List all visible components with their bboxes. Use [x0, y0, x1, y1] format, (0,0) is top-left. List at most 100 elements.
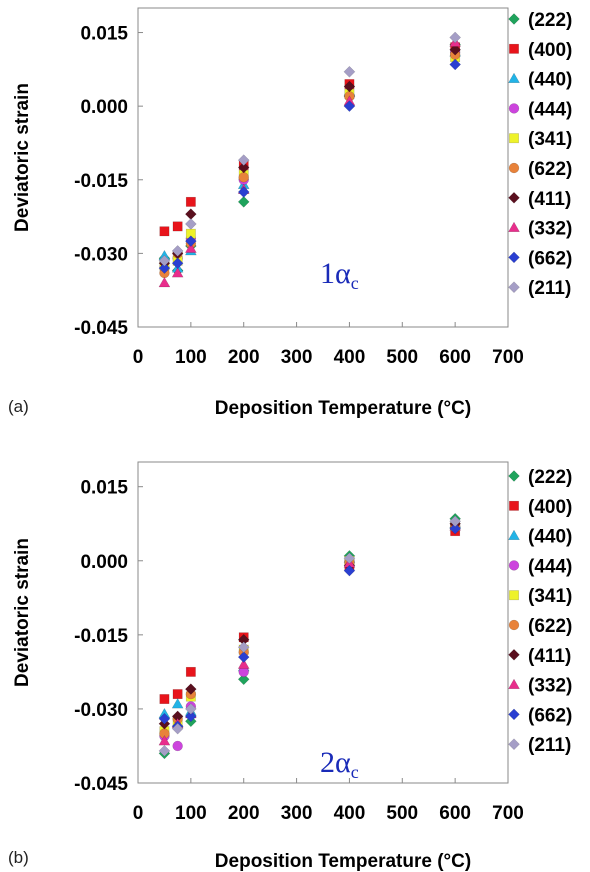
data-point: [172, 689, 183, 700]
x-axis-title: Deposition Temperature (°C): [215, 398, 471, 419]
legend-marker: [508, 470, 520, 482]
legend-marker: [509, 133, 519, 144]
x-tick-label: 400: [334, 347, 366, 368]
data-point: [172, 740, 183, 752]
data-point: [237, 658, 250, 669]
y-tick-label: -0.045: [74, 318, 128, 339]
legend-label: (440): [528, 70, 572, 91]
legend-label: (332): [528, 219, 572, 240]
annotation-label: 1αc: [320, 257, 359, 293]
y-tick-label: -0.015: [74, 171, 128, 192]
data-point: [185, 235, 197, 247]
data-point: [171, 267, 184, 278]
data-point: [158, 262, 171, 274]
data-point: [171, 722, 184, 735]
legend-label: (211): [528, 735, 571, 756]
data-point: [237, 154, 250, 166]
data-point: [158, 745, 171, 757]
data-point: [343, 564, 356, 577]
legend-label: (662): [528, 705, 572, 726]
data-point: [343, 552, 356, 565]
x-tick-label: 0: [133, 803, 144, 824]
legend-marker: [508, 162, 520, 174]
legend-marker: [508, 281, 520, 294]
legend-label: (222): [528, 467, 572, 488]
y-tick-label: 0.015: [80, 478, 128, 499]
data-point: [343, 80, 356, 93]
legend-marker: [508, 103, 520, 114]
x-tick-label: 700: [492, 803, 524, 824]
legend-marker: [508, 13, 520, 25]
legend-label: (341): [528, 586, 572, 607]
y-tick-label: -0.015: [74, 626, 128, 647]
legend-marker: [508, 529, 520, 540]
data-point: [237, 673, 250, 686]
data-point: [158, 735, 171, 746]
data-point: [237, 641, 250, 654]
x-tick-label: 200: [228, 803, 260, 824]
data-point: [158, 254, 171, 267]
data-point: [171, 257, 184, 270]
data-point: [238, 172, 249, 183]
legend-label: (622): [528, 159, 572, 180]
data-point: [185, 703, 197, 715]
legend-label: (332): [528, 676, 572, 697]
data-point: [172, 221, 183, 232]
data-point: [343, 65, 356, 78]
legend-label: (622): [528, 616, 572, 637]
x-tick-label: 600: [439, 347, 471, 368]
x-tick-label: 100: [175, 803, 207, 824]
legend-label: (444): [528, 556, 572, 577]
data-point: [185, 710, 197, 723]
data-point: [185, 218, 197, 230]
legend-marker: [508, 560, 520, 571]
data-point: [184, 242, 197, 253]
plot-frame: [137, 7, 509, 328]
legend-marker: [509, 590, 519, 601]
data-point: [159, 694, 170, 704]
legend-marker: [508, 678, 520, 689]
y-axis-title: Deviatoric strain: [12, 538, 33, 687]
legend-marker: [509, 500, 519, 511]
x-tick-label: 300: [281, 347, 313, 368]
plot-frame: [137, 461, 509, 784]
x-tick-label: 300: [281, 803, 313, 824]
data-point: [449, 58, 461, 71]
data-point: [237, 186, 250, 198]
legend-label: (662): [528, 248, 572, 269]
legend-label: (341): [528, 129, 572, 150]
legend-marker: [508, 708, 520, 721]
y-tick-label: -0.045: [74, 774, 128, 795]
data-point: [449, 31, 461, 44]
data-point: [185, 666, 196, 677]
data-point: [158, 276, 171, 288]
x-tick-label: 600: [439, 803, 471, 824]
data-point: [159, 226, 170, 237]
data-point: [185, 683, 197, 696]
legend-label: (211): [528, 278, 571, 299]
legend-marker: [508, 251, 520, 264]
y-tick-label: 0.000: [80, 552, 128, 573]
data-point: [237, 196, 250, 208]
legend-label: (411): [528, 646, 571, 667]
panel-label: (b): [8, 848, 29, 867]
legend-label: (222): [528, 10, 572, 31]
legend-label: (411): [528, 189, 571, 210]
data-point: [185, 208, 197, 220]
y-tick-label: 0.000: [80, 97, 128, 118]
legend-marker: [508, 619, 520, 631]
data-point: [158, 712, 171, 725]
annotation-label: 2αc: [320, 746, 359, 782]
legend-marker: [508, 72, 520, 83]
legend-marker: [508, 221, 520, 232]
legend-label: (400): [528, 497, 572, 518]
legend-marker: [508, 648, 520, 661]
legend-marker: [509, 43, 519, 54]
data-point: [237, 161, 250, 174]
y-tick-label: -0.030: [74, 700, 128, 721]
x-tick-label: 200: [228, 347, 260, 368]
data-point: [449, 515, 461, 528]
